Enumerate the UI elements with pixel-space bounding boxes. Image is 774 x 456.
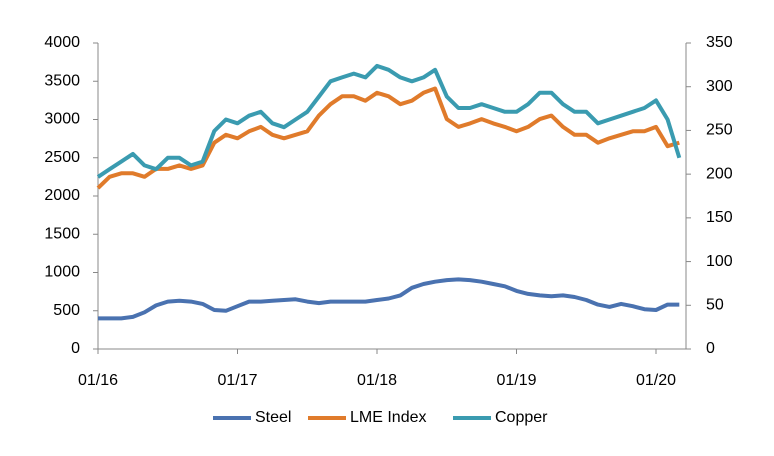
y-tick-label: 500: [53, 302, 80, 319]
y-tick-label: 3500: [44, 72, 80, 89]
x-tick-label: 01/19: [496, 372, 536, 389]
y2-tick-label: 300: [706, 78, 733, 95]
x-tick-label: 01/18: [357, 372, 397, 389]
y-tick-label: 0: [71, 340, 80, 357]
y-tick-label: 2000: [44, 187, 80, 204]
y-tick-label: 1500: [44, 225, 80, 242]
legend-label: Steel: [255, 409, 291, 426]
y2-tick-label: 250: [706, 122, 733, 139]
y2-tick-label: 100: [706, 253, 733, 270]
x-tick-label: 01/17: [217, 372, 257, 389]
series-line: [96, 63, 682, 179]
y-tick-label: 3000: [44, 111, 80, 128]
y2-tick-label: 200: [706, 165, 733, 182]
y2-tick-label: 0: [706, 340, 715, 357]
y2-tick-label: 150: [706, 209, 733, 226]
x-tick-label: 01/16: [78, 372, 118, 389]
legend-label: Copper: [495, 409, 548, 426]
y2-tick-label: 350: [706, 34, 733, 51]
y-tick-label: 1000: [44, 264, 80, 281]
legend-label: LME Index: [350, 409, 426, 426]
series-line: [98, 277, 680, 321]
y-tick-label: 4000: [44, 34, 80, 51]
x-tick-label: 01/20: [636, 372, 676, 389]
series-line: [96, 86, 680, 190]
y2-tick-label: 50: [706, 297, 724, 314]
y-tick-label: 2500: [44, 149, 80, 166]
